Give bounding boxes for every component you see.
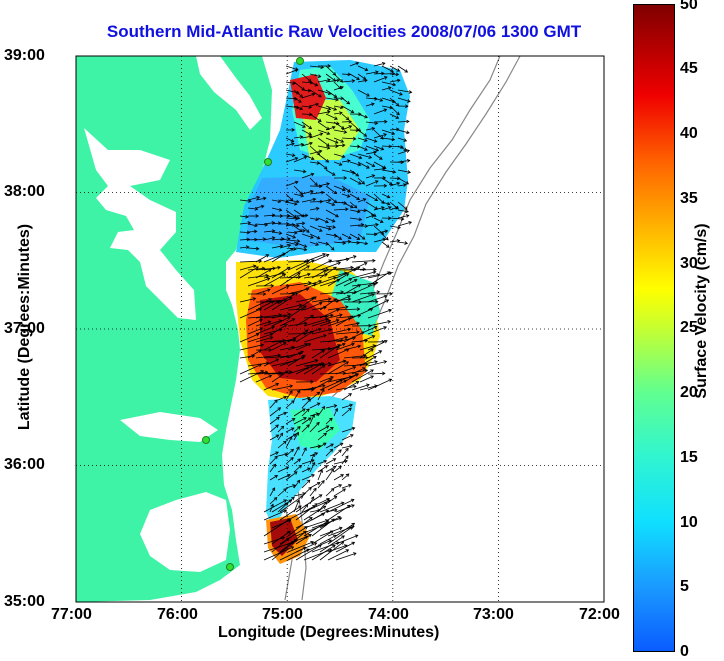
colorbar [633,4,675,652]
x-tick-label: 72:00 [579,606,620,624]
colorbar-tick: 40 [680,125,698,143]
station-marker [265,159,272,166]
station-marker [203,437,210,444]
colorbar-tick: 15 [680,449,698,467]
x-tick-label: 74:00 [368,606,409,624]
velocity-arrow [360,269,376,270]
station-marker [227,564,234,571]
colorbar-tick: 45 [680,60,698,78]
colorbar-tick: 0 [680,643,689,661]
y-tick-label: 39:00 [4,47,45,65]
y-tick-label: 38:00 [4,183,45,201]
x-tick-label: 77:00 [51,606,92,624]
colorbar-tick: 5 [680,578,689,596]
x-tick-label: 75:00 [262,606,303,624]
x-tick-label: 76:00 [157,606,198,624]
x-axis-label: Longitude (Degrees:Minutes) [218,624,439,642]
y-tick-label: 35:00 [4,593,45,611]
colorbar-tick: 50 [680,0,698,14]
x-tick-label: 73:00 [473,606,514,624]
velocity-arrow [382,146,391,147]
colorbar-tick: 10 [680,514,698,532]
station-marker [297,58,304,65]
map-plot [0,0,724,659]
y-axis-label: Latitude (Degrees:Minutes) [16,212,34,442]
y-tick-label: 36:00 [4,456,45,474]
colorbar-label: Surface Velocity (cm/s) [693,196,711,426]
